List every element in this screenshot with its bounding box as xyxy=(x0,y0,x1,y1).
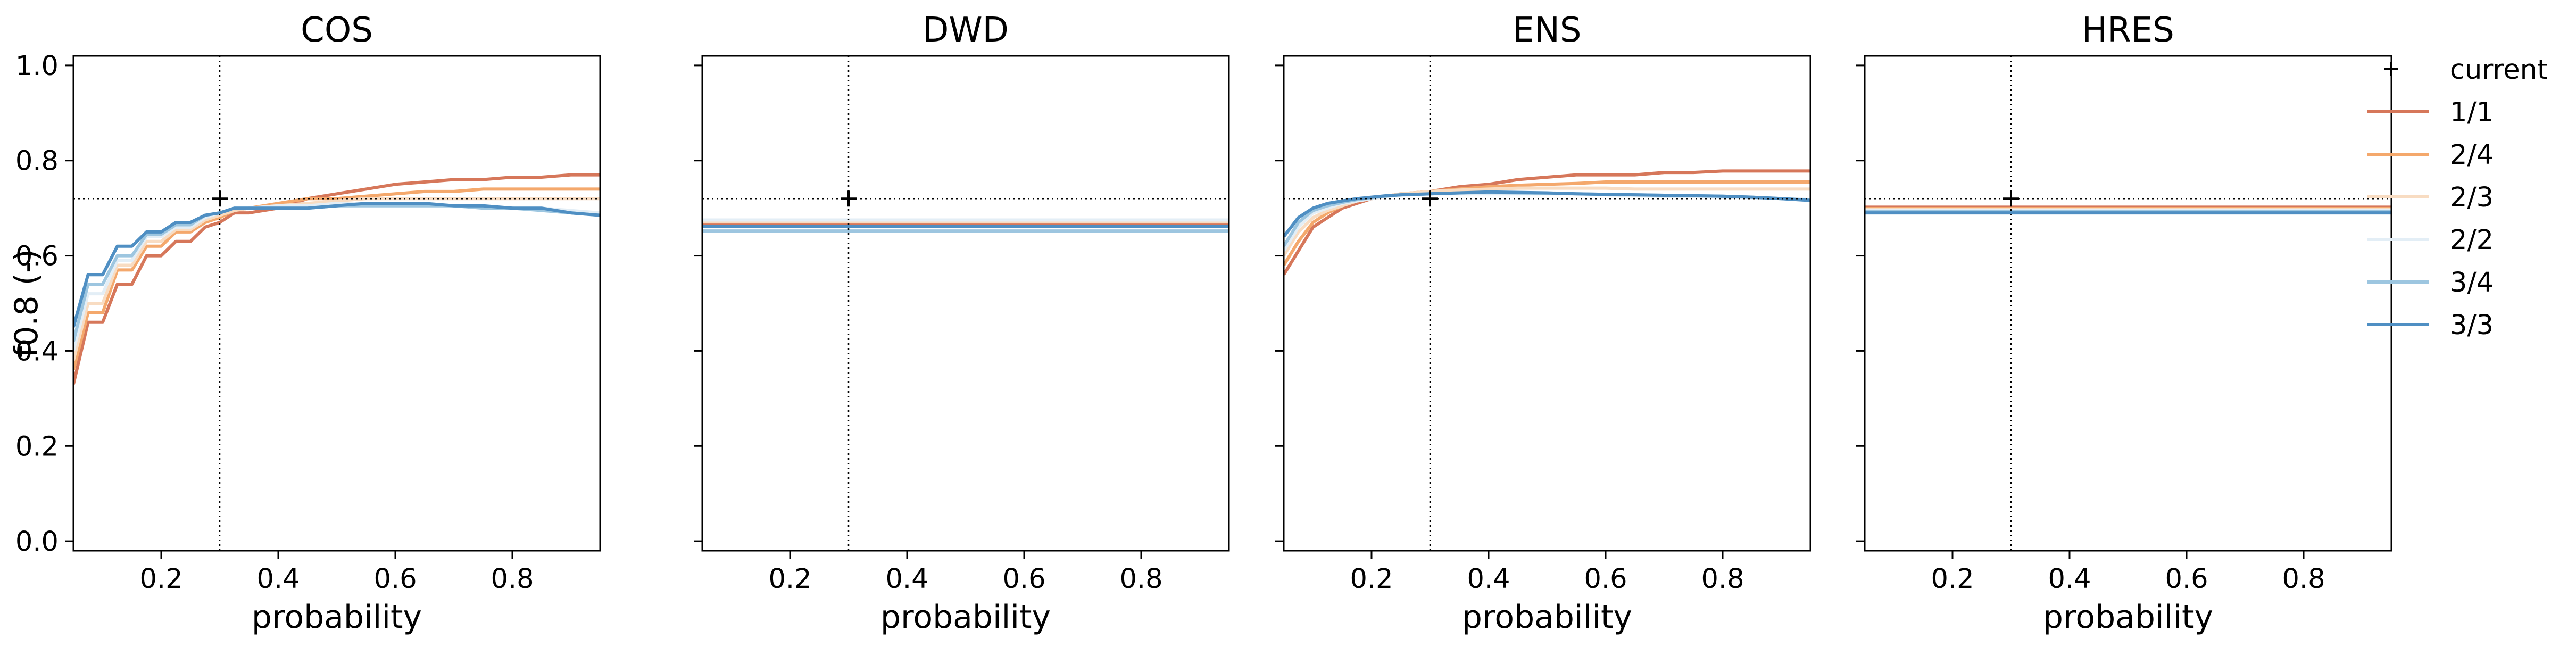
x-tick-label: 0.6 xyxy=(2165,563,2208,595)
panel-title: DWD xyxy=(923,11,1009,50)
legend-entry-current: current xyxy=(2384,54,2548,86)
legend-entry-2-4: 2/4 xyxy=(2367,139,2494,171)
current-marker xyxy=(2003,190,2019,207)
y-tick-label: 0.4 xyxy=(15,336,59,367)
panel-cos: COS 0.2 0.4 0.6 0.8 0.0 0.2 0.4 0.6 0.8 1.0 probabi… xyxy=(15,11,601,636)
x-tick-label: 0.6 xyxy=(1002,563,1045,595)
y-tick-label: 0.0 xyxy=(15,526,59,558)
x-axis-label: probability xyxy=(2043,599,2213,636)
series-group xyxy=(702,218,1229,233)
panel-ens: ENS 0.2 0.4 0.6 0.8 probability xyxy=(1275,11,1811,636)
y-axis-label: f0.8 (-) xyxy=(8,249,45,358)
legend-entry-2-2: 2/2 xyxy=(2367,225,2494,256)
series-line-1-1 xyxy=(73,173,600,385)
series-group xyxy=(1284,169,1810,276)
x-axis-label: probability xyxy=(252,599,422,636)
x-axis-label: probability xyxy=(1462,599,1632,636)
legend-entry-3-4: 3/4 xyxy=(2367,267,2494,298)
panel-title: COS xyxy=(301,11,373,50)
legend-label: current xyxy=(2450,54,2548,86)
x-tick-label: 0.2 xyxy=(768,563,811,595)
panel-title: ENS xyxy=(1513,11,1582,50)
series-group xyxy=(73,173,600,385)
plot-frame xyxy=(72,55,601,552)
current-marker xyxy=(1422,190,1438,207)
legend: current 1/1 2/4 2/3 2/2 3/4 3/3 xyxy=(2367,54,2548,341)
legend-label: 2/4 xyxy=(2450,139,2494,171)
panel-title: HRES xyxy=(2082,11,2174,50)
x-tick-label: 0.8 xyxy=(1701,563,1744,595)
plot-frame xyxy=(1283,55,1811,552)
legend-label: 3/3 xyxy=(2450,310,2494,341)
series-line-3-3 xyxy=(73,202,600,328)
series-line-1-1 xyxy=(1284,169,1810,276)
panel-dwd: DWD 0.2 0.4 0.6 0.8 probability xyxy=(694,11,1230,636)
legend-entry-1-1: 1/1 xyxy=(2367,97,2494,128)
x-tick-label: 0.8 xyxy=(2282,563,2325,595)
x-tick-label: 0.6 xyxy=(1584,563,1627,595)
plot-frame xyxy=(701,55,1230,552)
series-group xyxy=(1865,205,2391,215)
current-marker xyxy=(841,190,857,207)
x-tick-label: 0.4 xyxy=(2048,563,2091,595)
series-line-2-2 xyxy=(73,202,600,352)
y-tick-label: 1.0 xyxy=(15,51,59,82)
x-tick-label: 0.2 xyxy=(139,563,182,595)
y-tick-label: 0.6 xyxy=(15,241,59,272)
x-axis-label: probability xyxy=(880,599,1051,636)
x-tick-label: 0.8 xyxy=(491,563,534,595)
x-tick-label: 0.2 xyxy=(1931,563,1974,595)
legend-label: 2/3 xyxy=(2450,182,2494,213)
current-marker xyxy=(212,190,228,207)
x-tick-label: 0.2 xyxy=(1350,563,1393,595)
legend-entry-2-3: 2/3 xyxy=(2367,182,2494,213)
y-tick-label: 0.8 xyxy=(15,146,59,177)
legend-label: 3/4 xyxy=(2450,267,2494,298)
x-tick-label: 0.4 xyxy=(1467,563,1510,595)
x-tick-label: 0.8 xyxy=(1119,563,1162,595)
series-line-3-3 xyxy=(1284,190,1810,238)
x-tick-label: 0.4 xyxy=(256,563,300,595)
x-tick-label: 0.4 xyxy=(885,563,928,595)
legend-label: 1/1 xyxy=(2450,97,2494,128)
plot-frame xyxy=(1864,55,2392,552)
series-line-2-3 xyxy=(1284,186,1810,257)
legend-entry-3-3: 3/3 xyxy=(2367,310,2494,341)
x-tick-label: 0.6 xyxy=(373,563,417,595)
series-line-2-4 xyxy=(73,187,600,370)
y-tick-label: 0.2 xyxy=(15,431,59,462)
series-line-2-3 xyxy=(73,197,600,361)
legend-label: 2/2 xyxy=(2450,225,2494,256)
panel-hres: HRES 0.2 0.4 0.6 0.8 probability xyxy=(1856,11,2392,636)
series-line-3-4 xyxy=(73,204,600,342)
